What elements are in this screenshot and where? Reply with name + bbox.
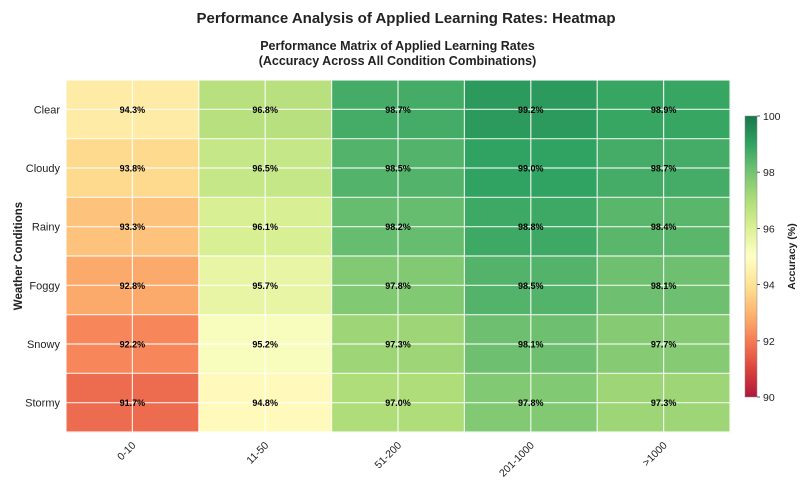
colorbar-tick-label: 96 [763, 223, 775, 235]
y-tick-label: Snowy [27, 339, 61, 351]
cell-value-label: 91.7% [120, 398, 146, 408]
cell-value-label: 99.0% [518, 164, 544, 174]
y-tick-label: Cloudy [26, 163, 61, 175]
cell-value-label: 97.8% [518, 398, 544, 408]
cell-value-label: 98.9% [651, 105, 677, 115]
cell-value-label: 97.7% [651, 340, 677, 350]
cell-value-label: 98.7% [651, 164, 677, 174]
x-tick-label: 11-50 [244, 440, 271, 467]
colorbar-tick-label: 98 [763, 167, 775, 179]
cell-value-label: 95.7% [252, 281, 278, 291]
cell-value-label: 93.3% [120, 222, 146, 232]
chart-title: Performance Matrix of Applied Learning R… [0, 39, 795, 69]
figure-title: Performance Analysis of Applied Learning… [196, 10, 616, 27]
cell-value-label: 98.5% [518, 281, 544, 291]
colorbar-tick-label: 90 [763, 392, 775, 404]
cell-value-label: 96.8% [252, 105, 278, 115]
cell-value-label: 98.8% [518, 222, 544, 232]
colorbar [744, 115, 758, 398]
x-tick-label: 0-10 [115, 440, 138, 463]
chart-title-line-1: Performance Matrix of Applied Learning R… [260, 39, 535, 53]
y-tick-label: Foggy [29, 280, 60, 292]
colorbar-tick-label: 94 [763, 280, 775, 292]
y-tick-label: Stormy [25, 398, 60, 410]
x-tick-label: 51-200 [373, 440, 405, 472]
colorbar-tick-label: 100 [763, 111, 781, 123]
chart-title-line-2: (Accuracy Across All Condition Combinati… [258, 54, 537, 68]
cell-value-label: 97.0% [385, 398, 411, 408]
cell-value-label: 98.7% [385, 105, 411, 115]
cell-value-label: 97.8% [385, 281, 411, 291]
cell-value-label: 97.3% [385, 340, 411, 350]
y-tick-label: Rainy [32, 222, 61, 234]
cell-value-label: 98.1% [651, 281, 677, 291]
cell-value-label: 98.5% [385, 164, 411, 174]
cell-value-label: 93.8% [120, 164, 146, 174]
cell-value-label: 92.2% [120, 340, 146, 350]
x-tick-label: >1000 [640, 440, 669, 469]
cell-value-label: 98.2% [385, 222, 411, 232]
cell-value-label: 95.2% [252, 340, 278, 350]
cell-value-label: 99.2% [518, 105, 544, 115]
cell-value-label: 97.3% [651, 398, 677, 408]
colorbar-label: Accuracy (%) [786, 223, 798, 290]
cell-value-label: 92.8% [120, 281, 146, 291]
cell-value-label: 98.4% [651, 222, 677, 232]
cell-value-label: 96.5% [252, 164, 278, 174]
y-axis-label: Weather Conditions [13, 202, 25, 310]
cell-value-label: 94.8% [252, 398, 278, 408]
y-tick-label: Clear [34, 104, 61, 116]
x-tick-label: 201-1000 [497, 440, 537, 480]
cell-value-label: 98.1% [518, 340, 544, 350]
cell-value-label: 94.3% [120, 105, 146, 115]
cell-value-label: 96.1% [252, 222, 278, 232]
colorbar-tick-label: 92 [763, 336, 775, 348]
